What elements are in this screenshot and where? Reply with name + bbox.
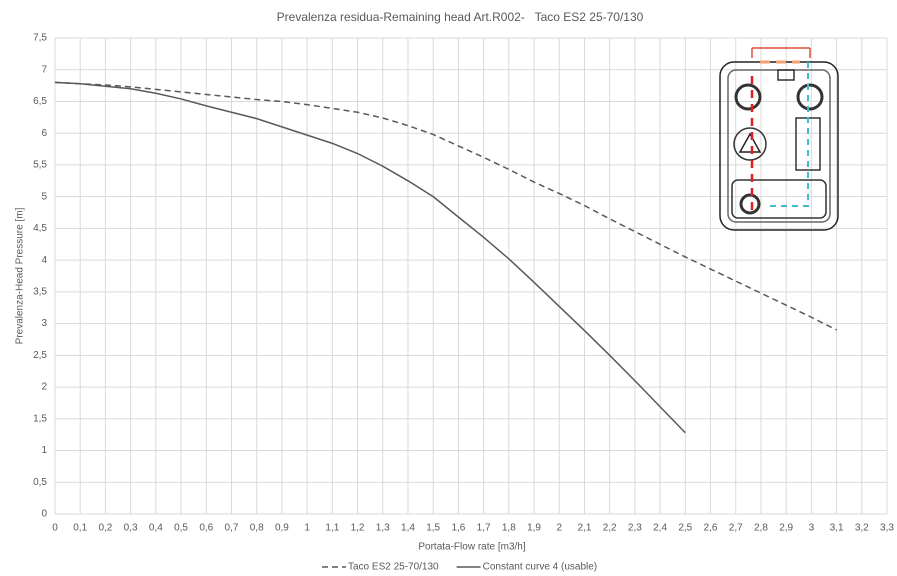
x-tick-label: 2,3 [628, 523, 642, 534]
y-tick-label: 6 [41, 128, 47, 139]
y-tick-label: 1 [41, 445, 47, 456]
y-tick-label: 0 [41, 509, 47, 520]
legend-label: Taco ES2 25-70/130 [348, 562, 439, 573]
x-tick-label: 2 [556, 523, 562, 534]
x-tick-label: 2,6 [704, 523, 718, 534]
x-axis-label: Portata-Flow rate [m3/h] [418, 542, 525, 553]
x-tick-label: 1,6 [451, 523, 465, 534]
y-tick-label: 3,5 [33, 287, 47, 298]
series-line [54, 81, 837, 331]
y-axis-label: Prevalenza-Head Pressure [m] [15, 207, 26, 344]
pump-diagram [719, 47, 839, 231]
x-tick-label: 3,2 [855, 523, 869, 534]
x-tick-label: 2,9 [779, 523, 793, 534]
series-line [54, 81, 686, 434]
y-tick-label: 3 [41, 318, 47, 329]
x-tick-label: 3,1 [830, 523, 844, 534]
x-tick-label: 1,2 [351, 523, 365, 534]
y-tick-label: 4 [41, 255, 47, 266]
y-tick-label: 2,5 [33, 350, 47, 361]
x-tick-label: 2,1 [578, 523, 592, 534]
x-tick-label: 1 [304, 523, 310, 534]
x-tick-label: 2,5 [678, 523, 692, 534]
x-tick-label: 3 [809, 523, 815, 534]
y-tick-label: 5 [41, 191, 47, 202]
y-tick-label: 1,5 [33, 413, 47, 424]
x-tick-label: 2,2 [603, 523, 617, 534]
chart-title: Prevalenza residua-Remaining head Art.R0… [277, 10, 644, 24]
x-tick-label: 3,3 [880, 523, 894, 534]
x-tick-label: 0,3 [124, 523, 138, 534]
x-tick-label: 1,9 [527, 523, 541, 534]
y-tick-label: 7 [41, 64, 47, 75]
x-tick-label: 2,7 [729, 523, 743, 534]
x-tick-label: 0,5 [174, 523, 188, 534]
x-tick-label: 0 [52, 523, 58, 534]
y-tick-label: 4,5 [33, 223, 47, 234]
y-tick-label: 7,5 [33, 33, 47, 44]
x-tick-label: 0,8 [250, 523, 264, 534]
y-tick-label: 6,5 [33, 96, 47, 107]
x-tick-label: 1,5 [426, 523, 440, 534]
x-tick-label: 0,1 [73, 523, 87, 534]
y-tick-label: 2 [41, 382, 47, 393]
legend-label: Constant curve 4 (usable) [483, 562, 598, 573]
x-tick-label: 1,8 [502, 523, 516, 534]
y-tick-label: 5,5 [33, 160, 47, 171]
x-tick-label: 2,4 [653, 523, 667, 534]
y-tick-label: 0,5 [33, 477, 47, 488]
x-tick-label: 1,4 [401, 523, 415, 534]
x-tick-label: 0,7 [225, 523, 239, 534]
x-tick-label: 1,7 [477, 523, 491, 534]
x-tick-label: 0,2 [98, 523, 112, 534]
x-tick-label: 0,9 [275, 523, 289, 534]
x-tick-label: 0,6 [199, 523, 213, 534]
x-tick-label: 1,1 [325, 523, 339, 534]
x-tick-label: 0,4 [149, 523, 163, 534]
x-tick-label: 2,8 [754, 523, 768, 534]
x-tick-label: 1,3 [376, 523, 390, 534]
